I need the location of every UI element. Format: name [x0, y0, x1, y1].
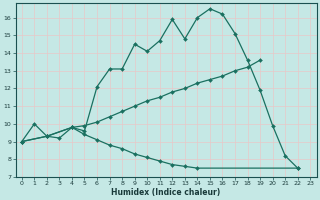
- X-axis label: Humidex (Indice chaleur): Humidex (Indice chaleur): [111, 188, 221, 197]
